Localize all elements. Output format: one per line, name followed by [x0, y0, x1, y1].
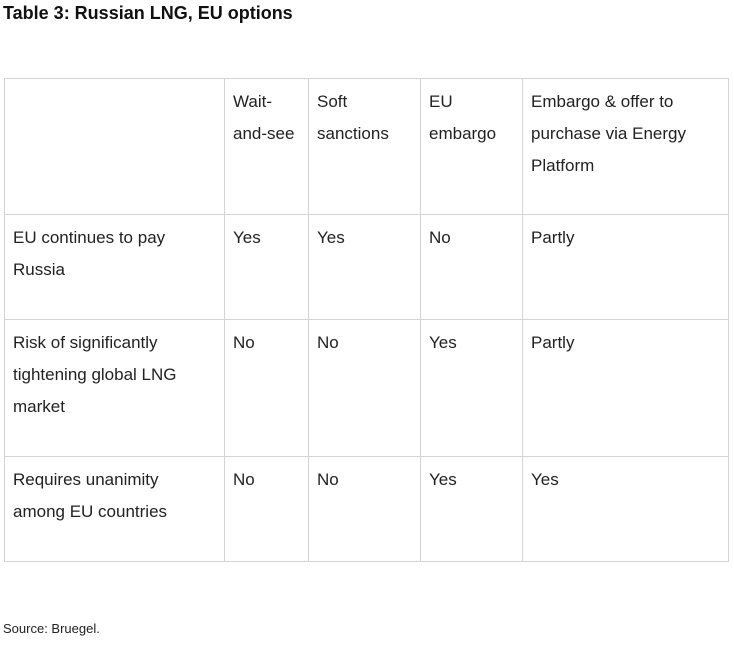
header-cell: Soft sanctions: [308, 78, 421, 215]
header-cell: Wait-and-see: [224, 78, 309, 215]
header-cell: [4, 78, 225, 215]
row-label: EU continues to pay Russia: [4, 214, 225, 320]
table-row: EU continues to pay Russia Yes Yes No Pa…: [4, 214, 729, 320]
table-cell: No: [224, 319, 309, 457]
table-cell: No: [224, 456, 309, 562]
header-cell: EU embargo: [420, 78, 523, 215]
table-cell: Yes: [522, 456, 729, 562]
table-cell: Yes: [420, 456, 523, 562]
header-cell: Embargo & offer to purchase via Energy P…: [522, 78, 729, 215]
header-row: Wait-and-see Soft sanctions EU embargo E…: [4, 78, 729, 215]
table-cell: No: [308, 456, 421, 562]
options-table: Wait-and-see Soft sanctions EU embargo E…: [4, 78, 729, 562]
table-row: Requires unanimity among EU countries No…: [4, 456, 729, 562]
source-note: Source: Bruegel.: [3, 621, 100, 636]
table-cell: Partly: [522, 319, 729, 457]
table-title: Table 3: Russian LNG, EU options: [3, 3, 293, 23]
row-label: Risk of significantly tightening global …: [4, 319, 225, 457]
table-row: Risk of significantly tightening global …: [4, 319, 729, 457]
table-cell: Yes: [308, 214, 421, 320]
row-label: Requires unanimity among EU countries: [4, 456, 225, 562]
table-cell: Yes: [224, 214, 309, 320]
table-cell: Yes: [420, 319, 523, 457]
table-cell: No: [420, 214, 523, 320]
table-cell: Partly: [522, 214, 729, 320]
table-cell: No: [308, 319, 421, 457]
